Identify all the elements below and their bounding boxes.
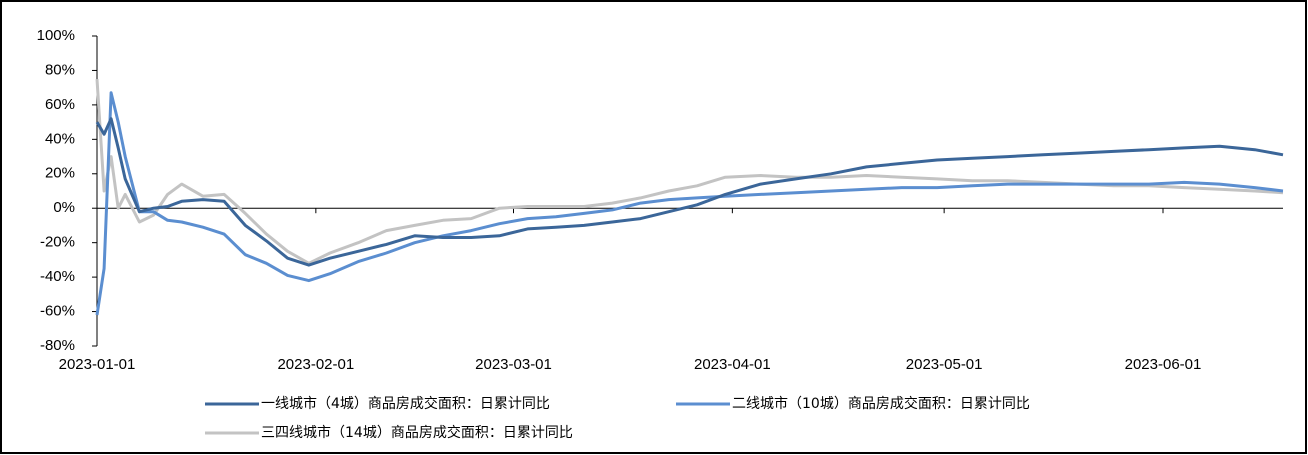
x-tick-label: 2023-03-01	[475, 356, 552, 373]
y-tick-label: -40%	[40, 268, 75, 285]
y-tick-label: -80%	[40, 337, 75, 354]
series-line	[95, 91, 1284, 316]
series-line	[95, 79, 1284, 265]
x-tick-label: 2023-05-01	[906, 356, 983, 373]
x-tick-label: 2023-01-01	[59, 356, 136, 373]
y-tick-label: -60%	[40, 303, 75, 320]
y-tick-label: 20%	[45, 165, 75, 182]
y-tick-label: 80%	[45, 61, 75, 78]
y-tick-label: 100%	[37, 27, 75, 44]
y-tick-label: 40%	[45, 130, 75, 147]
legend-label: 一线城市（4城）商品房成交面积：日累计同比	[261, 395, 550, 412]
x-tick-label: 2023-02-01	[277, 356, 354, 373]
legend-label: 二线城市（10城）商品房成交面积：日累计同比	[732, 395, 1030, 412]
series-line	[95, 117, 1284, 267]
y-tick-label: 0%	[53, 199, 75, 216]
x-tick-label: 2023-06-01	[1125, 356, 1202, 373]
y-tick-label: -20%	[40, 234, 75, 251]
y-tick-label: 60%	[45, 96, 75, 113]
legend-label: 三四线城市（14城）商品房成交面积：日累计同比	[261, 424, 573, 441]
x-tick-label: 2023-04-01	[694, 356, 771, 373]
